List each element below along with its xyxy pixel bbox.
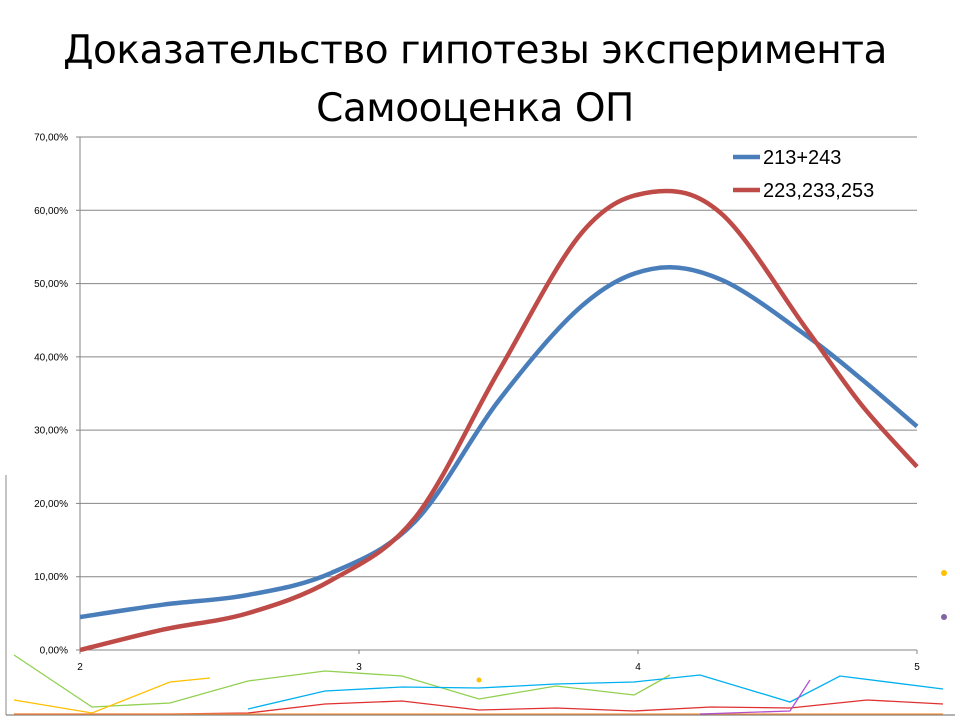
legend-label-2: 223,233,253 (763, 180, 874, 202)
y-axis-ticks: 0,00% 10,00% 20,00% 30,00% 40,00% 50,00% 60,00… (34, 133, 80, 657)
x-tick-label: 3 (356, 662, 362, 673)
series-line-1 (79, 265, 919, 620)
x-tick-label: 4 (635, 662, 641, 673)
x-axis-ticks: 2 3 4 5 (77, 650, 920, 673)
y-tick-label: 60,00% (34, 206, 68, 217)
x-tick-label: 5 (914, 662, 920, 673)
y-tick-label: 30,00% (34, 426, 68, 437)
remnant-line-yellow (13, 677, 211, 714)
remnant-point (941, 614, 947, 620)
y-tick-label: 20,00% (34, 499, 68, 510)
remnant-line-red (14, 699, 944, 715)
y-tick-label: 0,00% (40, 646, 68, 657)
legend-label-1: 213+243 (763, 147, 841, 169)
y-tick-label: 50,00% (34, 279, 68, 290)
y-tick-label: 40,00% (34, 352, 68, 363)
y-tick-label: 70,00% (34, 133, 68, 144)
slide-title-line2: Самооценка ОП (316, 86, 634, 131)
remnant-line-cyan (247, 674, 944, 710)
remnant-point (476, 677, 482, 683)
grid-lines (80, 136, 917, 578)
y-tick-label: 10,00% (34, 572, 68, 583)
remnant-point (941, 570, 947, 576)
series-line-2 (79, 188, 919, 653)
plot-lines (79, 188, 919, 653)
remnant-line-green (13, 654, 671, 708)
axes (79, 137, 917, 651)
remnant-line-purple (699, 679, 811, 715)
background-chart-remnants (5, 475, 955, 716)
slide-title-line1: Доказательство гипотезы эксперимента (63, 28, 887, 73)
slide-title: Доказательство гипотезы эксперимента Сам… (0, 22, 950, 138)
legend: 213+243 223,233,253 (733, 147, 874, 202)
x-tick-label: 2 (77, 662, 83, 673)
